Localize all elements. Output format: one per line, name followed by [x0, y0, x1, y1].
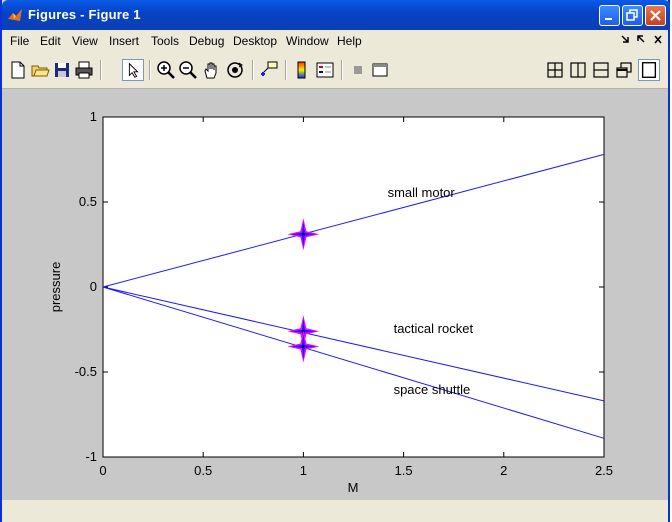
- dock-arrow-icon[interactable]: [620, 34, 630, 46]
- series-label-space-shuttle: space shuttle: [394, 382, 471, 397]
- series-line-small-motor[interactable]: [102, 153, 605, 288]
- save-icon[interactable]: [52, 60, 72, 80]
- float-icon[interactable]: [614, 60, 634, 80]
- status-bar: [2, 500, 668, 522]
- menu-help[interactable]: Help: [337, 34, 362, 48]
- x-tick-label: 1: [300, 463, 307, 478]
- toolbar-separator: [100, 60, 102, 80]
- marker-space-shuttle[interactable]: [287, 330, 320, 363]
- zoom-out-icon[interactable]: [178, 60, 198, 80]
- legend-icon[interactable]: [315, 60, 335, 80]
- menu-edit[interactable]: Edit: [40, 34, 61, 48]
- split-horizontal-icon[interactable]: [591, 60, 611, 80]
- series-label-small-motor: small motor: [388, 185, 456, 200]
- minimize-button[interactable]: [599, 5, 620, 26]
- x-tick-label: 2.5: [595, 463, 613, 478]
- figure-canvas: 0 0.5 1 1.5 2 2.5 1 0.5 0 -0.5 -1 small motor tacti…: [2, 89, 668, 500]
- y-axis-label: pressure: [48, 262, 63, 313]
- split-vertical-icon[interactable]: [568, 60, 588, 80]
- marker-center-dot: [302, 233, 305, 236]
- show-plot-tools-icon[interactable]: [370, 60, 390, 80]
- matlab-icon: [8, 9, 22, 21]
- toolbar-separator: [149, 60, 151, 80]
- y-tick-label: 0: [90, 279, 97, 294]
- menu-desktop[interactable]: Desktop: [233, 34, 278, 48]
- y-tick-label: 1: [90, 109, 97, 124]
- x-tick-label: 0: [99, 463, 106, 478]
- pressure-plot[interactable]: 0 0.5 1 1.5 2 2.5 1 0.5 0 -0.5 -1 small motor tacti…: [2, 89, 668, 500]
- series-label-tactical-rocket: tactical rocket: [394, 321, 474, 336]
- restore-icon: [626, 9, 638, 21]
- series-markers: [287, 218, 320, 363]
- series-line-tactical-rocket[interactable]: [102, 286, 605, 402]
- close-figure-icon[interactable]: [653, 34, 663, 46]
- colorbar-icon[interactable]: [292, 60, 312, 80]
- axes-area[interactable]: [102, 116, 605, 458]
- menu-view[interactable]: View: [72, 34, 98, 48]
- window-title: Figures - Figure 1: [28, 7, 141, 22]
- x-axis-label: M: [348, 480, 359, 495]
- new-figure-icon[interactable]: [8, 60, 28, 80]
- series-labels: small motor tactical rocket space shuttle: [388, 185, 474, 397]
- toolbar-separator: [341, 60, 343, 80]
- undock-arrow-icon[interactable]: [636, 34, 646, 46]
- y-tick-label: -1: [85, 449, 97, 464]
- menu-insert[interactable]: Insert: [109, 34, 140, 48]
- title-bar[interactable]: Figures - Figure 1: [2, 0, 670, 30]
- menu-file[interactable]: File: [10, 34, 30, 48]
- y-tick-label: 0.5: [79, 194, 97, 209]
- y-tick-label: -0.5: [75, 364, 97, 379]
- tile-icon[interactable]: [545, 60, 565, 80]
- x-tick-label: 0.5: [194, 463, 212, 478]
- figure-toolbar: [2, 52, 668, 89]
- pan-hand-icon[interactable]: [201, 60, 221, 80]
- hide-plot-tools-icon[interactable]: [348, 60, 368, 80]
- open-file-icon[interactable]: [30, 60, 50, 80]
- toolbar-separator: [252, 60, 254, 80]
- menu-window[interactable]: Window: [286, 34, 329, 48]
- menu-debug[interactable]: Debug: [189, 34, 225, 48]
- minimize-icon: [605, 18, 612, 20]
- series-lines: [102, 153, 605, 439]
- menu-tools[interactable]: Tools: [151, 34, 180, 48]
- zoom-in-icon[interactable]: [156, 60, 176, 80]
- marker-small-motor[interactable]: [287, 218, 320, 251]
- toolbar-separator: [285, 60, 287, 80]
- axis-ticks: 0 0.5 1 1.5 2 2.5 1 0.5 0 -0.5 -1: [75, 109, 613, 478]
- edit-plot-arrow-icon[interactable]: [122, 59, 144, 81]
- x-tick-label: 2: [500, 463, 507, 478]
- data-cursor-icon[interactable]: [259, 60, 279, 80]
- rotate-3d-icon[interactable]: [225, 60, 245, 80]
- restore-button[interactable]: [622, 5, 643, 26]
- maximize-icon[interactable]: [638, 59, 660, 81]
- marker-center-dot: [302, 345, 305, 348]
- close-button[interactable]: [645, 5, 666, 26]
- close-icon: [650, 10, 661, 21]
- series-line-space-shuttle[interactable]: [102, 286, 605, 439]
- x-tick-label: 1.5: [395, 463, 413, 478]
- menu-bar: File Edit View Insert Tools Debug Deskto…: [2, 30, 668, 52]
- print-icon[interactable]: [74, 60, 94, 80]
